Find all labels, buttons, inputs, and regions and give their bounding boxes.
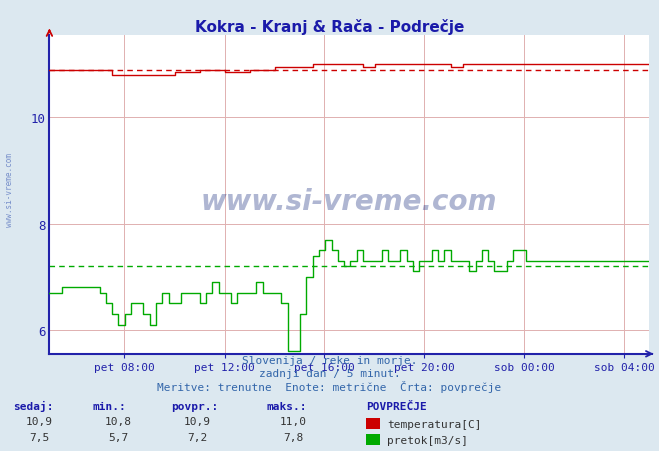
Text: zadnji dan / 5 minut.: zadnji dan / 5 minut. — [258, 368, 401, 378]
Text: 7,2: 7,2 — [188, 432, 208, 442]
Text: www.si-vreme.com: www.si-vreme.com — [201, 188, 498, 216]
Text: POVPREČJE: POVPREČJE — [366, 401, 426, 411]
Text: 11,0: 11,0 — [280, 416, 306, 426]
Text: pretok[m3/s]: pretok[m3/s] — [387, 435, 468, 445]
Text: 7,8: 7,8 — [283, 432, 303, 442]
Text: maks.:: maks.: — [267, 401, 307, 411]
Text: 10,9: 10,9 — [26, 416, 53, 426]
Text: Kokra - Kranj & Rača - Podrečje: Kokra - Kranj & Rača - Podrečje — [195, 19, 464, 35]
Text: sedaj:: sedaj: — [13, 400, 53, 411]
Text: 7,5: 7,5 — [30, 432, 49, 442]
Text: povpr.:: povpr.: — [171, 401, 219, 411]
Text: Meritve: trenutne  Enote: metrične  Črta: povprečje: Meritve: trenutne Enote: metrične Črta: … — [158, 380, 501, 392]
Text: 5,7: 5,7 — [109, 432, 129, 442]
Text: www.si-vreme.com: www.si-vreme.com — [5, 152, 14, 226]
Text: Slovenija / reke in morje.: Slovenija / reke in morje. — [242, 355, 417, 365]
Text: temperatura[C]: temperatura[C] — [387, 419, 481, 429]
Text: 10,8: 10,8 — [105, 416, 132, 426]
Text: min.:: min.: — [92, 401, 126, 411]
Text: 10,9: 10,9 — [185, 416, 211, 426]
